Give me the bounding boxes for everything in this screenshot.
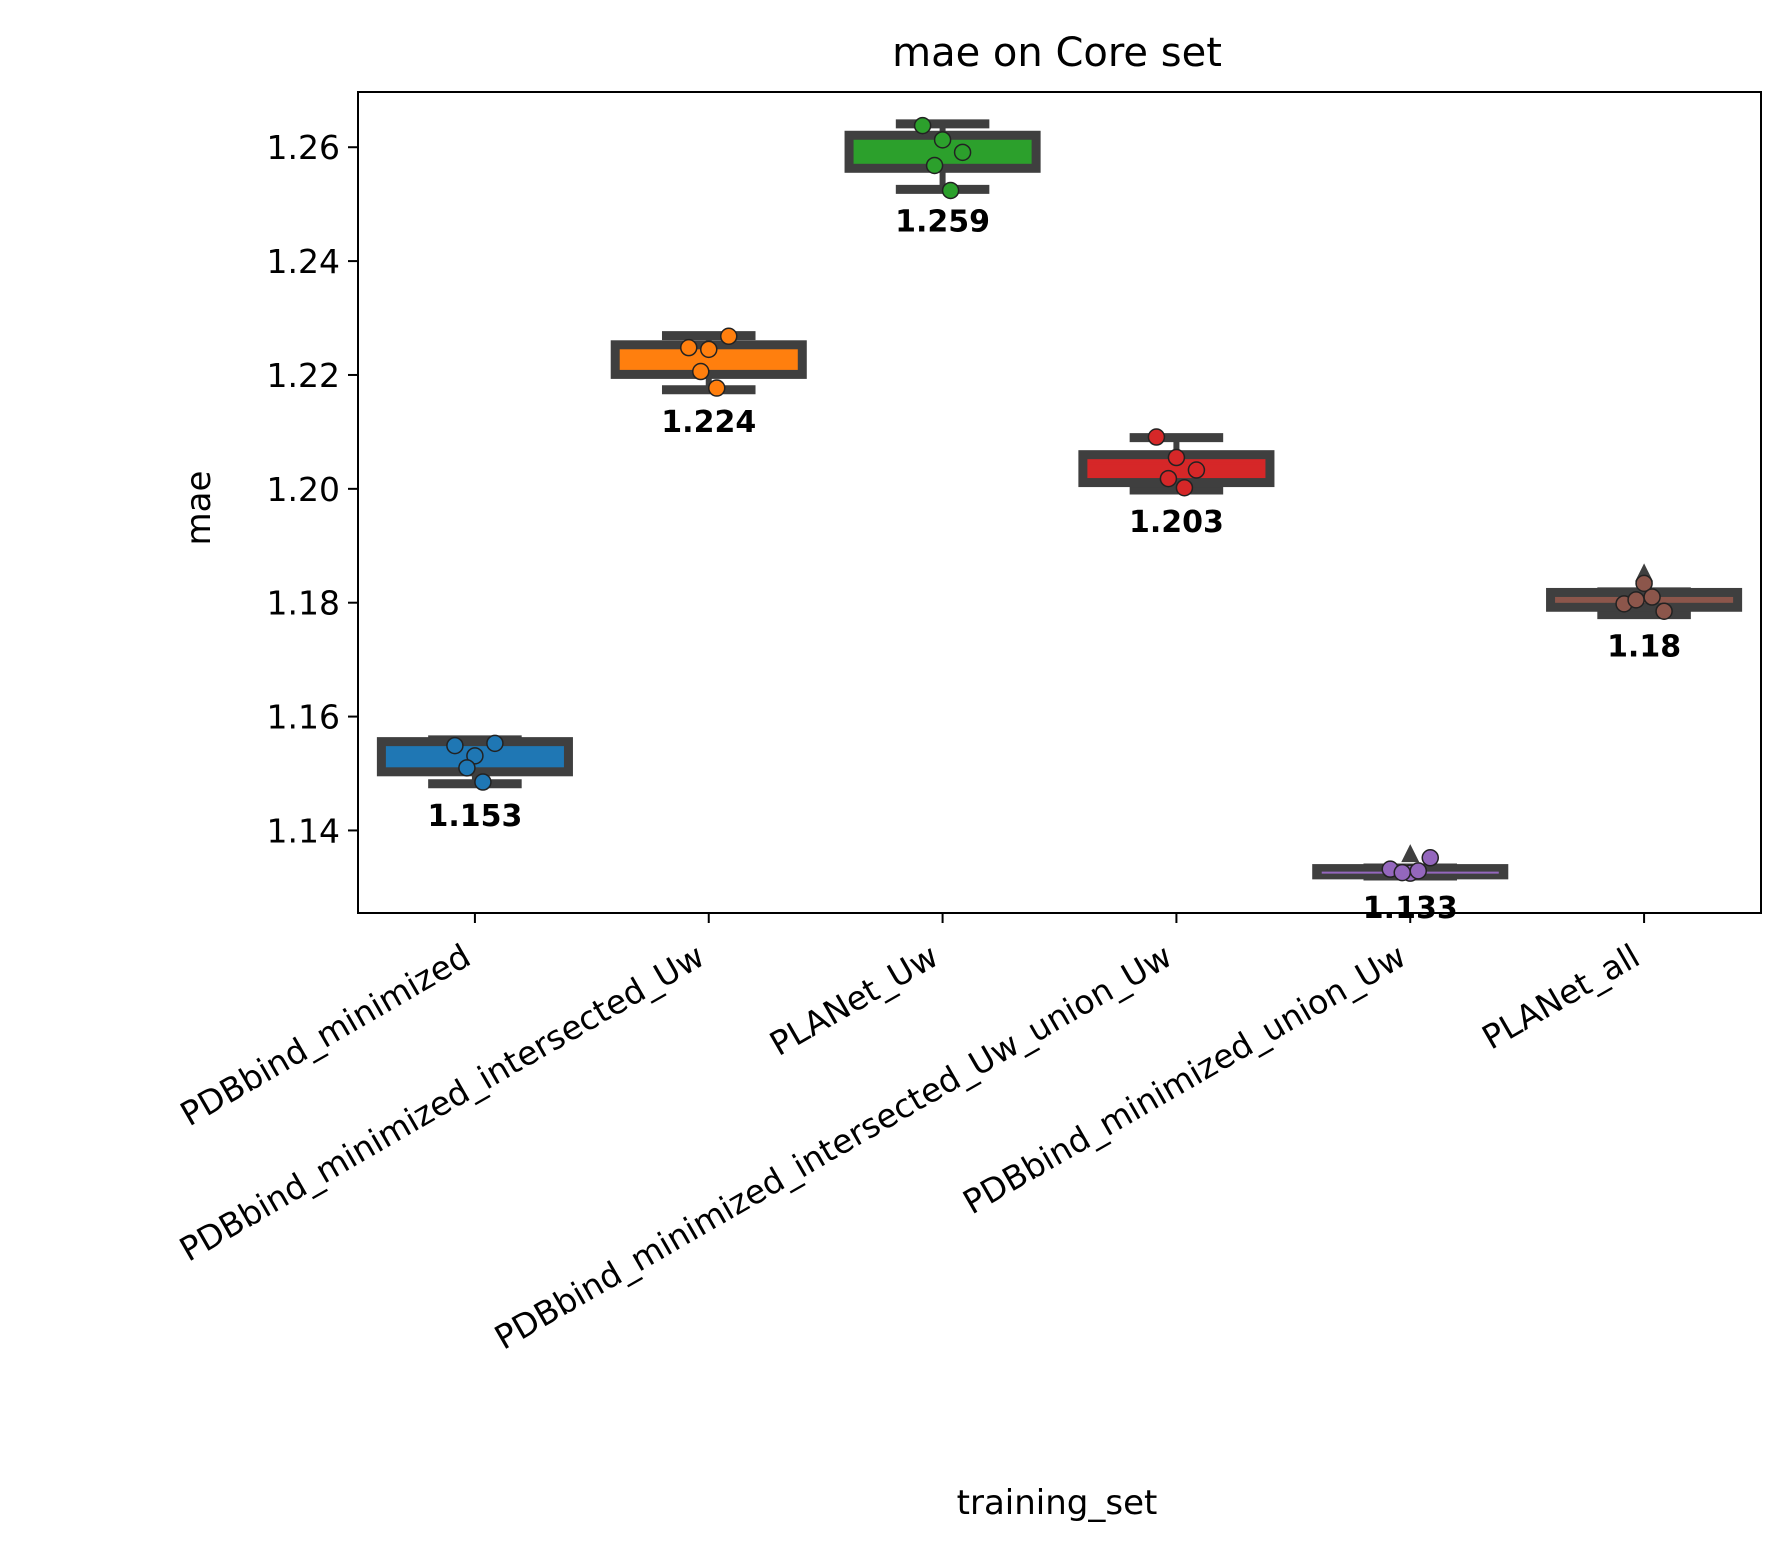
data-point-2-1: [933, 131, 952, 149]
data-point-2-0: [913, 116, 932, 135]
y-tick-label-2: 1.18: [267, 584, 340, 623]
mean-label-4: 1.133: [1363, 891, 1458, 926]
data-point-4-4: [1409, 862, 1427, 880]
data-point-1-0: [680, 338, 698, 357]
data-point-4-2: [1421, 849, 1439, 867]
chart-title: mae on Core set: [892, 30, 1222, 76]
data-point-0-1: [466, 747, 484, 765]
mean-label-0: 1.153: [427, 799, 522, 834]
mean-label-5: 1.18: [1607, 630, 1681, 665]
data-point-0-0: [446, 736, 464, 755]
y-axis-label: mae: [179, 471, 219, 546]
x-tick-label-4: PDBbind_minimized_union_Uw: [956, 936, 1412, 1222]
data-point-1-3: [692, 362, 710, 381]
data-point-1-1: [700, 340, 718, 359]
data-point-5-1: [1635, 574, 1653, 593]
data-point-2-2: [953, 143, 972, 162]
mean-label-1: 1.224: [661, 405, 756, 440]
data-point-5-4: [1643, 588, 1661, 606]
y-tick-label-6: 1.26: [267, 128, 340, 167]
mean-label-3: 1.203: [1129, 505, 1224, 540]
y-tick-label-0: 1.14: [267, 811, 340, 850]
y-tick-label-5: 1.24: [267, 242, 340, 281]
data-point-3-0: [1147, 428, 1166, 446]
data-point-1-4: [708, 379, 726, 397]
y-tick-label-1: 1.16: [267, 698, 340, 737]
data-point-5-3: [1627, 591, 1645, 609]
data-point-2-4: [941, 181, 960, 200]
data-point-3-4: [1175, 478, 1194, 497]
data-point-5-2: [1655, 602, 1673, 620]
mean-label-2: 1.259: [895, 204, 990, 239]
x-tick-label-5: PLANet_all: [1475, 936, 1646, 1057]
data-point-1-2: [720, 327, 738, 346]
plot-area: 1.14 1.16 1.18 1.20 1.22 1.24 1.26 PDBbind_mini…: [173, 116, 1743, 1357]
data-point-3-3: [1159, 469, 1178, 488]
data-point-0-4: [474, 773, 492, 791]
plot-frame: [357, 91, 1762, 914]
y-tick-label-4: 1.22: [267, 356, 340, 395]
data-point-0-2: [486, 734, 504, 753]
data-point-3-2: [1187, 461, 1206, 479]
x-axis-label: training_set: [957, 1483, 1158, 1523]
data-point-2-3: [925, 156, 944, 175]
y-tick-label-3: 1.20: [267, 470, 340, 509]
outlier-4-0: [1401, 844, 1420, 863]
data-point-0-3: [458, 759, 476, 777]
data-point-3-1: [1167, 448, 1186, 467]
data-point-4-3: [1393, 863, 1411, 882]
x-tick-label-2: PLANet_Uw: [763, 936, 945, 1063]
